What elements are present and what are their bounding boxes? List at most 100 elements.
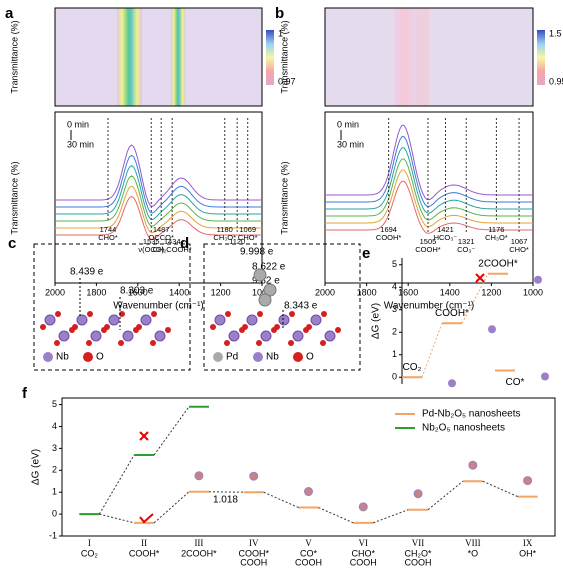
legend-label: Nb₂O₅ nanosheets (422, 423, 505, 434)
connector (98, 454, 135, 515)
contour-band (393, 8, 417, 106)
peak-number: 1434 (164, 237, 181, 246)
legend-label: Pd (226, 352, 238, 363)
nb-atom (140, 314, 152, 326)
charge: 8.343 e (284, 301, 318, 312)
nb-atom (154, 330, 166, 342)
y-tick-label: 3 (392, 304, 397, 314)
spectrum (55, 175, 262, 227)
y-axis-label: ΔG (eV) (371, 303, 382, 339)
x-axis-label: Wavenumber (cm⁻¹) (384, 301, 474, 312)
spectrum (325, 136, 533, 208)
structure (523, 476, 533, 486)
x-tick-label: IV (249, 538, 259, 548)
legend-label: O (306, 352, 314, 363)
panel-letter: e (362, 245, 370, 262)
contour-band (117, 8, 142, 106)
species-label: COOH* (129, 548, 160, 558)
contour-band (170, 8, 186, 106)
connector (318, 507, 354, 524)
y-tick-label: 1 (52, 487, 57, 497)
panel-c-box (33, 243, 191, 371)
o-atom (288, 340, 294, 346)
x-tick-label: VIII (465, 538, 481, 548)
nb-atom (310, 314, 322, 326)
spectrum (55, 144, 262, 207)
panel-letter: f (22, 385, 28, 402)
contour-frame (324, 7, 534, 107)
level-label: CO₂ (403, 362, 422, 373)
o-atom (210, 324, 216, 330)
nb-atom (76, 314, 88, 326)
x-tick-label: 1000 (523, 287, 543, 297)
peak-species: CO₃⁻ (457, 245, 475, 254)
nb-atom (122, 330, 134, 342)
connector (263, 491, 299, 508)
connector (153, 406, 190, 456)
o-atom (136, 324, 142, 330)
peak-species: CHO* (98, 233, 118, 242)
species-label: 2COOH* (181, 548, 217, 558)
charge: 8.303 e (120, 286, 154, 297)
connector (421, 323, 443, 378)
charge: 8.622 e (252, 262, 286, 273)
x-tick-label: 1800 (357, 287, 377, 297)
spectrum (55, 185, 262, 234)
nb-atom (108, 314, 120, 326)
y-axis-label: Transmittance (%) (279, 161, 289, 234)
y-tick-label: 0 (392, 372, 397, 382)
o-atom (87, 311, 93, 317)
peak-number: 1120 (229, 237, 245, 246)
peak-number: 1067 (511, 237, 528, 246)
connector (153, 491, 190, 524)
y-tick-label: 1 (392, 349, 397, 359)
structure (194, 471, 204, 481)
panel-d-box (203, 243, 361, 371)
panel-letter: c (8, 235, 16, 252)
peak-number: 1421 (437, 225, 454, 234)
y-tick-label: 5 (52, 399, 57, 409)
peak-number: 1744 (100, 225, 117, 234)
structure (413, 489, 423, 499)
x-tick-label: VI (359, 538, 369, 548)
structure (249, 471, 259, 481)
o-atom (118, 340, 124, 346)
o-atom (40, 324, 46, 330)
peak-species: OCCO* (148, 233, 174, 242)
x-tick-label: 1200 (481, 287, 501, 297)
peak-species: CHO* (509, 245, 529, 254)
y-tick-label: 0 (52, 508, 57, 518)
o-atom (86, 340, 92, 346)
o-atom (289, 311, 295, 317)
colorbar (266, 30, 274, 85)
time-label: 30 min (337, 139, 364, 149)
nb-atom (292, 330, 304, 342)
colorbar-label: 1 (278, 28, 283, 38)
o-atom (54, 340, 60, 346)
check (139, 513, 154, 524)
peak-species: CH₃O* (213, 233, 236, 242)
y-tick-label: 2 (392, 327, 397, 337)
connector (427, 480, 464, 511)
peak-species: COOH* (376, 233, 402, 242)
species-label: CO* (300, 548, 318, 558)
pd-atom (253, 268, 267, 282)
nb-atom (324, 330, 336, 342)
peak-species: HCO₃⁻ (434, 233, 458, 242)
structure (448, 379, 456, 388)
x-tick-label: 1200 (211, 287, 231, 297)
nb-atom (278, 314, 290, 326)
nb-atom (260, 330, 272, 342)
charge: 9.82 e (252, 276, 280, 287)
cross (475, 273, 485, 283)
o-atom (335, 327, 341, 333)
nb-atom (246, 314, 258, 326)
spectrum (325, 180, 533, 234)
y-axis-label: ΔG (eV) (31, 449, 42, 485)
o-atom (104, 324, 110, 330)
o-atom (256, 340, 262, 346)
annotation: 1.018 (213, 494, 238, 505)
legend-dot (83, 352, 93, 362)
o-atom (119, 311, 125, 317)
